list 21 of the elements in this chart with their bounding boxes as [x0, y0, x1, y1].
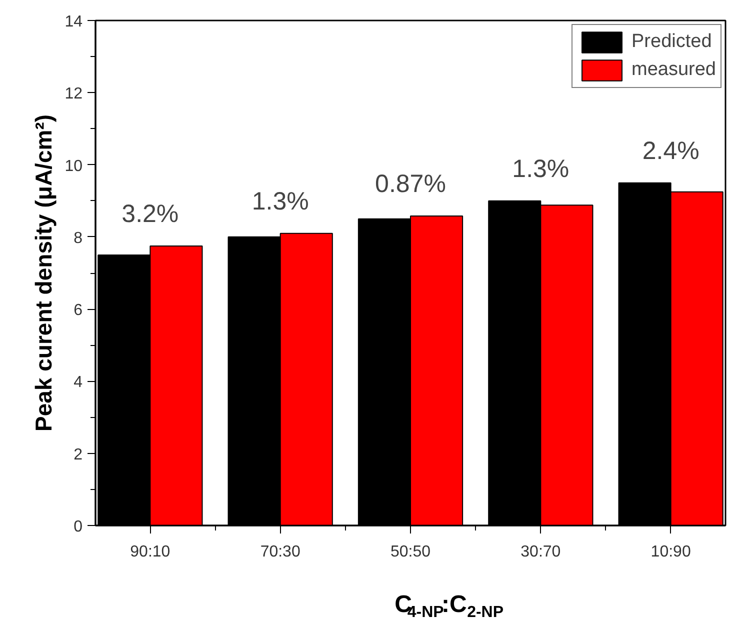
annotation: 3.2% — [122, 200, 179, 228]
y-axis-title: Peak curent density (μA/cm²) — [30, 114, 57, 432]
y-tick-label: 12 — [64, 86, 83, 103]
x-tick-label: 30:70 — [520, 544, 561, 560]
y-tick-label: 6 — [74, 302, 83, 320]
annotation: 1.3% — [252, 187, 309, 216]
y-tick-label: 8 — [74, 230, 83, 247]
x-tick-label: 10:90 — [650, 544, 691, 560]
y-tick-label: 4 — [74, 374, 83, 392]
annotation: 2.4% — [642, 136, 700, 165]
y-tick-label: 2 — [74, 446, 83, 464]
legend-label: Predicted — [632, 31, 712, 53]
legend-label: measured — [632, 59, 716, 81]
x-tick-label: 50:50 — [390, 544, 431, 560]
annotation: 1.3% — [512, 154, 570, 183]
y-tick-label: 10 — [64, 158, 83, 175]
x-tick-label: 90:10 — [130, 544, 170, 560]
y-tick-label: 0 — [74, 518, 83, 536]
x-tick-label: 70:30 — [260, 544, 300, 560]
annotation: 0.87% — [375, 170, 446, 198]
y-tick-label: 14 — [64, 14, 83, 30]
